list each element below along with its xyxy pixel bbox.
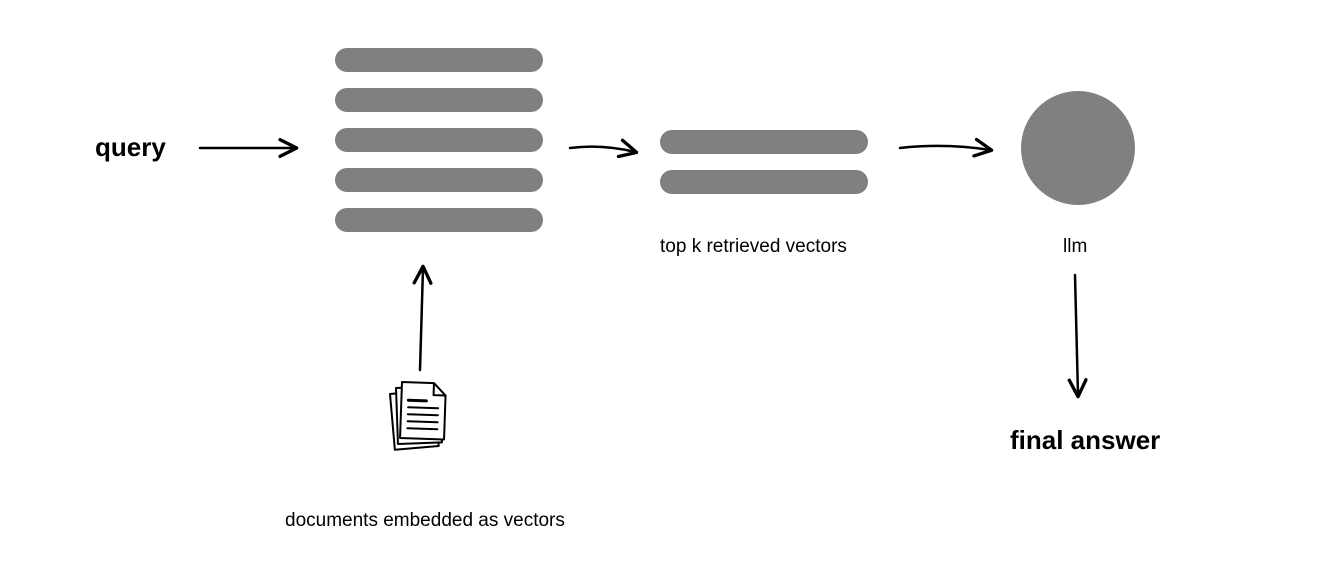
arrow-docs-to-store <box>420 268 423 370</box>
arrow-store-to-topk <box>570 147 635 152</box>
retrieved-vectors-bar <box>660 170 868 194</box>
vector-store-bar <box>335 48 543 72</box>
arrow-topk-to-llm <box>900 146 990 150</box>
arrow-llm-to-answer <box>1075 275 1078 395</box>
retrieved-vectors-bar <box>660 130 868 154</box>
documents-icon <box>390 382 446 450</box>
vector-store-bar <box>335 168 543 192</box>
vector-store-bar <box>335 128 543 152</box>
llm-node <box>1021 91 1135 205</box>
vector-store-bar <box>335 88 543 112</box>
vector-store-bar <box>335 208 543 232</box>
diagram-svg <box>0 0 1325 574</box>
rag-flow-diagram: query documents embedded as vectors top … <box>0 0 1325 574</box>
